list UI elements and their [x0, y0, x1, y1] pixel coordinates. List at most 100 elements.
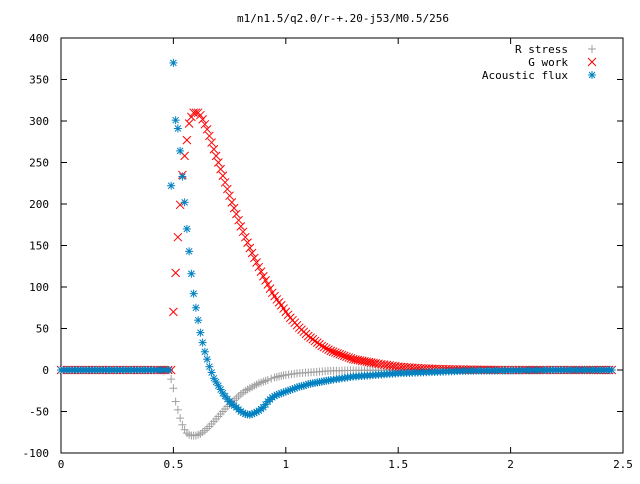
data-point: [167, 181, 176, 190]
data-point: [222, 184, 232, 194]
y-tick-label: 350: [29, 74, 49, 87]
data-point: [216, 164, 225, 174]
data-point: [200, 119, 210, 129]
data-point: [247, 248, 257, 258]
data-point: [225, 191, 234, 201]
data-point: [261, 276, 270, 285]
data-point: [321, 344, 331, 353]
data-point: [196, 110, 205, 120]
data-point: [171, 397, 180, 406]
plot-frame: [60, 37, 624, 454]
y-tick-label: 0: [42, 364, 49, 377]
data-point: [178, 420, 187, 429]
data-point: [196, 328, 205, 337]
data-point: [328, 347, 338, 357]
chart-title: m1/n1.5/q2.0/r-+.20-j53/M0.5/256: [237, 12, 449, 25]
data-point: [189, 108, 198, 118]
data-point: [185, 247, 194, 256]
x-tick-label: 0: [58, 458, 65, 471]
data-point: [164, 366, 173, 374]
x-tick-label: 2.5: [613, 458, 633, 471]
data-point: [189, 289, 198, 298]
y-tick-label: 300: [29, 115, 49, 128]
data-point: [191, 431, 200, 440]
data-point: [324, 345, 333, 355]
data-point: [203, 424, 212, 433]
data-point: [234, 215, 243, 225]
data-point: [173, 124, 182, 133]
data-point: [171, 268, 181, 278]
x-tick-label: 2: [507, 458, 514, 471]
data-point: [333, 349, 342, 358]
data-point: [227, 197, 237, 207]
data-point: [236, 390, 245, 399]
data-point: [207, 138, 216, 147]
data-point: [240, 232, 250, 242]
data-point: [169, 58, 178, 67]
data-point: [245, 243, 255, 253]
data-point: [232, 394, 241, 403]
series-star: [57, 58, 616, 419]
data-point: [263, 280, 273, 289]
data-point: [330, 348, 340, 357]
data-point: [180, 425, 189, 434]
y-tick-label: 250: [29, 157, 49, 170]
data-point: [211, 151, 221, 161]
data-point: [236, 222, 246, 231]
legend-label: R stress: [515, 43, 568, 56]
data-point: [205, 362, 214, 371]
data-point: [254, 262, 264, 272]
y-tick-label: 400: [29, 32, 49, 45]
y-tick-label: 200: [29, 198, 49, 211]
data-point: [173, 232, 183, 242]
data-point: [214, 158, 223, 167]
data-point: [319, 342, 329, 352]
data-point: [191, 303, 200, 312]
data-point: [607, 366, 616, 374]
x-tick-label: 1: [282, 458, 289, 471]
data-point: [169, 307, 178, 317]
data-point: [182, 224, 191, 233]
data-point: [173, 405, 182, 414]
data-point: [249, 253, 259, 263]
data-point: [176, 414, 185, 423]
data-point: [256, 267, 266, 276]
data-point: [243, 238, 252, 247]
data-point: [180, 198, 189, 207]
data-point: [272, 372, 281, 381]
data-point: [202, 124, 212, 134]
data-point: [178, 172, 187, 181]
data-point: [203, 355, 212, 364]
data-point: [267, 374, 276, 383]
data-point: [200, 426, 209, 435]
data-point: [191, 108, 201, 118]
data-point: [231, 209, 241, 219]
data-point: [275, 372, 284, 381]
data-point: [187, 269, 196, 278]
data-point: [218, 171, 228, 181]
marks-layer: [56, 58, 617, 440]
data-point: [344, 353, 354, 362]
data-point: [317, 341, 327, 351]
legend-label: G work: [528, 56, 568, 69]
x-tick-label: 1.5: [388, 458, 408, 471]
data-point: [263, 375, 272, 384]
series-cross: [56, 108, 617, 375]
data-point: [337, 350, 347, 360]
data-point: [185, 430, 194, 439]
data-point: [200, 347, 209, 356]
data-point: [258, 271, 268, 281]
data-point: [234, 392, 243, 401]
data-point: [339, 351, 349, 361]
data-point: [335, 349, 345, 359]
data-point: [342, 352, 351, 362]
data-point: [326, 346, 336, 356]
y-tick-label: 150: [29, 240, 49, 253]
y-tick-label: -100: [23, 447, 50, 460]
data-point: [198, 338, 207, 347]
y-tick-label: 100: [29, 281, 49, 294]
data-point: [238, 227, 248, 237]
